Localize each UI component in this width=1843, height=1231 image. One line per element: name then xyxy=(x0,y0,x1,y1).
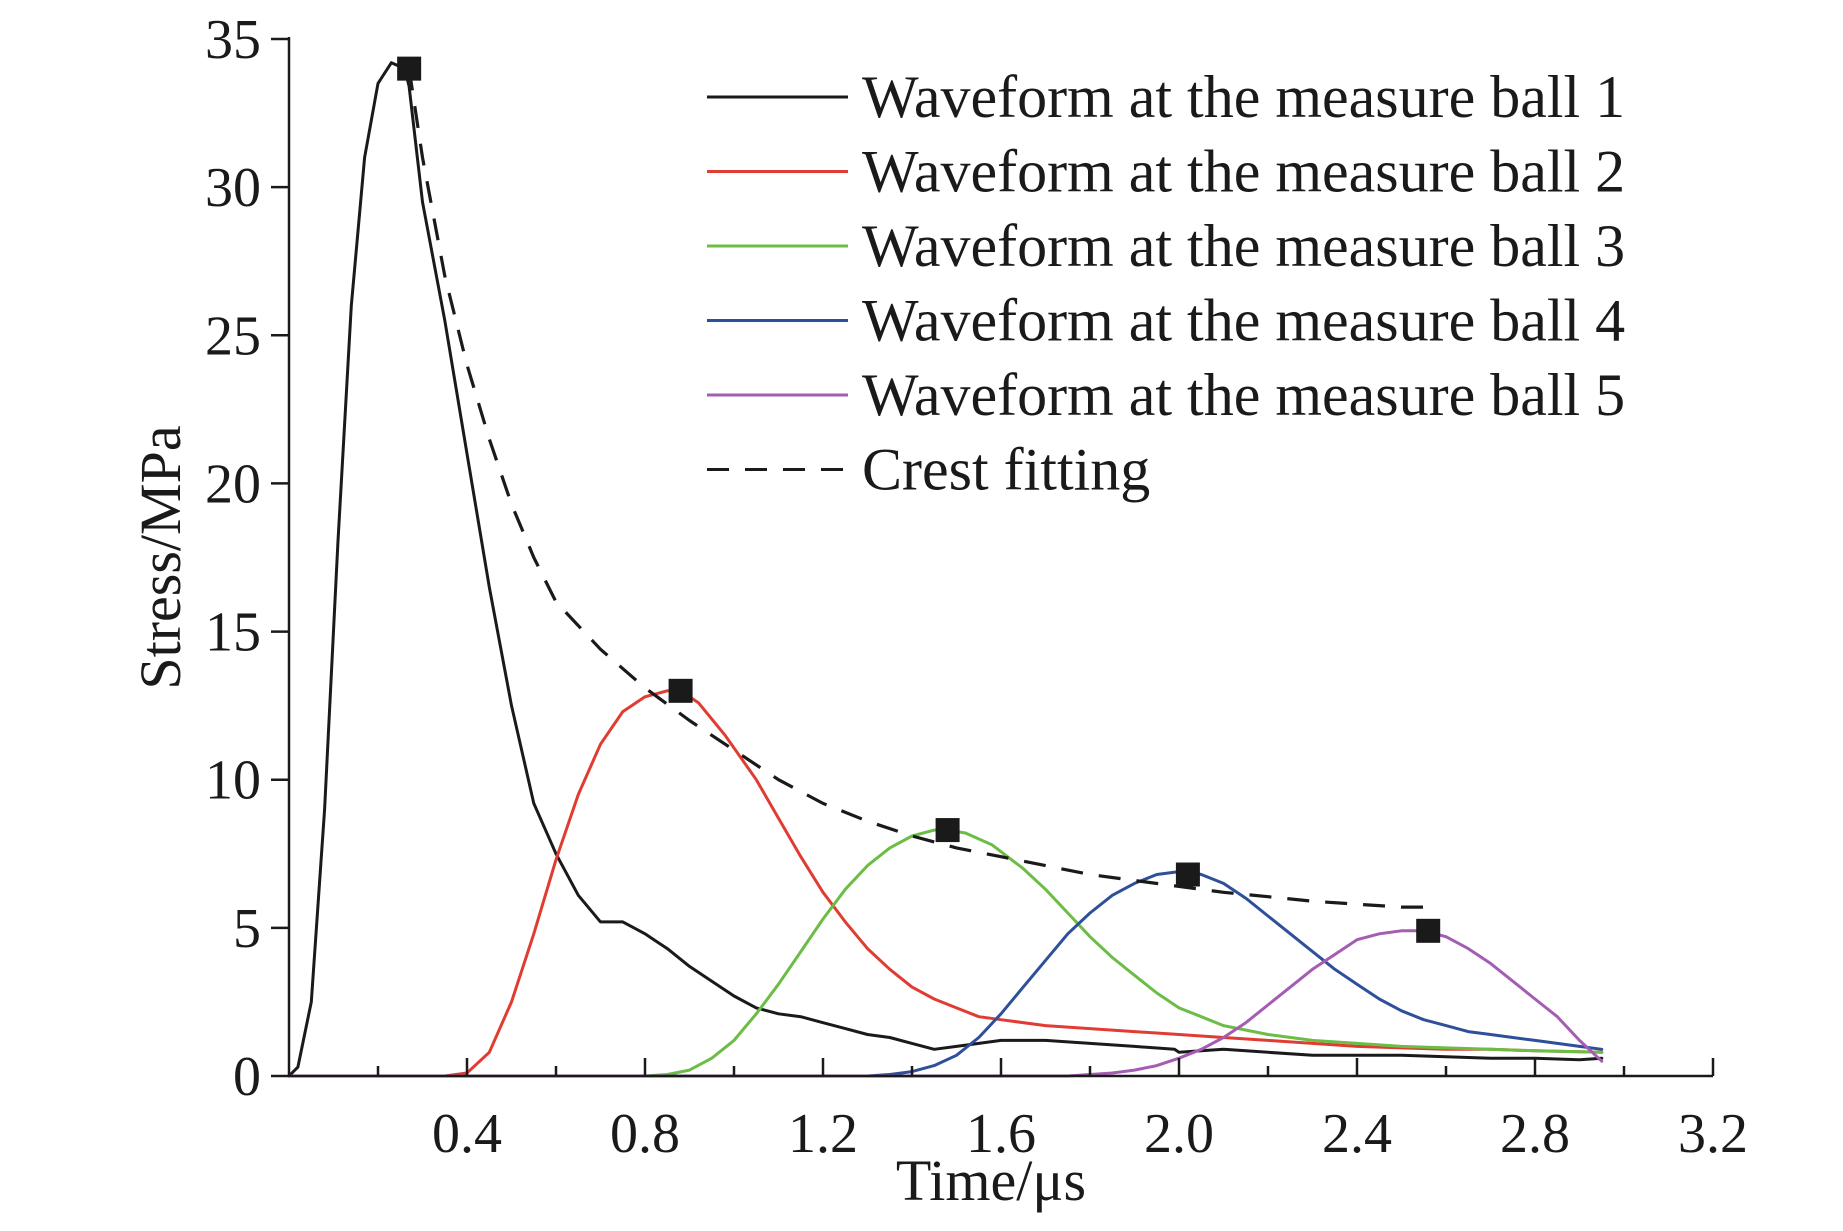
y-tick-label: 15 xyxy=(205,602,261,664)
y-tick-label: 5 xyxy=(233,898,261,960)
x-tick-label: 0.8 xyxy=(610,1103,680,1165)
y-tick-label: 0 xyxy=(233,1046,261,1108)
series-line-waveform-at-the-measure-ball-3 xyxy=(287,828,1604,1078)
x-axis-label: Time/μs xyxy=(896,1148,1086,1213)
series-line-waveform-at-the-measure-ball-4 xyxy=(287,870,1604,1078)
x-tick-label: 1.2 xyxy=(788,1103,858,1165)
crest-marker xyxy=(935,818,960,843)
crest-marker xyxy=(397,56,422,81)
y-tick-label: 30 xyxy=(205,157,261,219)
plot-area xyxy=(287,61,1604,1078)
x-tick-label: 2.0 xyxy=(1144,1103,1214,1165)
x-tick-label: 3.2 xyxy=(1678,1103,1748,1165)
crest-markers xyxy=(397,56,1441,943)
x-tick-label: 2.4 xyxy=(1322,1103,1392,1165)
y-tick-label: 10 xyxy=(205,750,261,812)
series-line-waveform-at-the-measure-ball-5 xyxy=(287,929,1604,1078)
y-tick-label: 35 xyxy=(205,9,261,71)
crest-marker xyxy=(1416,918,1441,943)
y-tick-label: 25 xyxy=(205,305,261,367)
legend-label-waveform-at-the-measure-ball-3: Waveform at the measure ball 3 xyxy=(862,213,1625,279)
crest-marker xyxy=(1175,862,1200,887)
legend-label-waveform-at-the-measure-ball-2: Waveform at the measure ball 2 xyxy=(862,139,1625,205)
legend: Waveform at the measure ball 1 Waveform a… xyxy=(707,64,1625,503)
x-tick-label: 2.8 xyxy=(1500,1103,1570,1165)
axes: 0 5 10 15 20 25 30 35 0.4 0.8 1.2 1.6 2.0 2.4 2.8 3.2 Ti… xyxy=(128,9,1748,1213)
legend-label-waveform-at-the-measure-ball-1: Waveform at the measure ball 1 xyxy=(862,64,1625,130)
legend-label-waveform-at-the-measure-ball-5: Waveform at the measure ball 5 xyxy=(862,362,1625,428)
crest-marker xyxy=(668,678,693,703)
x-tick-label: 1.6 xyxy=(966,1103,1036,1165)
y-tick-label: 20 xyxy=(205,453,261,515)
series-line-crest-fitting xyxy=(407,68,1429,909)
y-axis-label: Stress/MPa xyxy=(128,425,193,689)
legend-label-crest-fitting: Crest fitting xyxy=(862,437,1150,503)
x-tick-label: 0.4 xyxy=(432,1103,502,1165)
legend-label-waveform-at-the-measure-ball-4: Waveform at the measure ball 4 xyxy=(862,288,1625,354)
series-line-waveform-at-the-measure-ball-2 xyxy=(287,689,1604,1078)
